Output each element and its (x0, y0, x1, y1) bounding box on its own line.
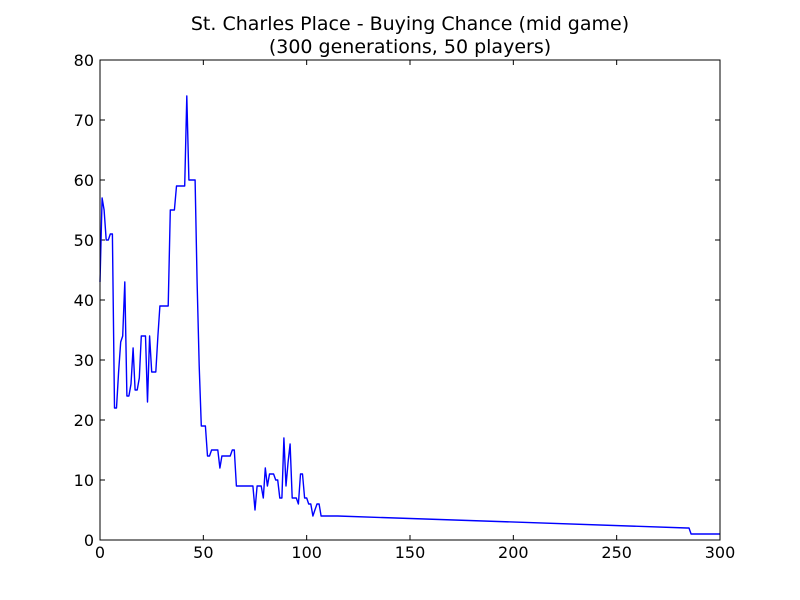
y-tick-label: 20 (74, 411, 94, 430)
y-tick-label: 70 (74, 111, 94, 130)
y-tick-label: 10 (74, 471, 94, 490)
series-line (99, 95, 720, 535)
y-tick-label: 0 (84, 531, 94, 550)
x-tick-label: 200 (498, 543, 529, 562)
chart-subtitle: (300 generations, 50 players) (269, 36, 551, 58)
axis-ticks: 0 50 100 150 200 250 300 0 10 20 30 40 50 60 70 80 (74, 51, 736, 562)
y-tick-label: 80 (74, 51, 94, 70)
plot-frame (99, 59, 721, 541)
x-tick-label: 50 (193, 543, 213, 562)
y-tick-label: 40 (74, 291, 94, 310)
chart-title: St. Charles Place - Buying Chance (mid g… (191, 13, 629, 35)
y-tick-label: 30 (74, 351, 94, 370)
y-tick-label: 60 (74, 171, 94, 190)
x-tick-label: 250 (601, 543, 632, 562)
x-tick-label: 0 (95, 543, 105, 562)
x-tick-label: 100 (291, 543, 322, 562)
x-tick-label: 150 (395, 543, 426, 562)
x-tick-label: 300 (705, 543, 736, 562)
y-tick-label: 50 (74, 231, 94, 250)
